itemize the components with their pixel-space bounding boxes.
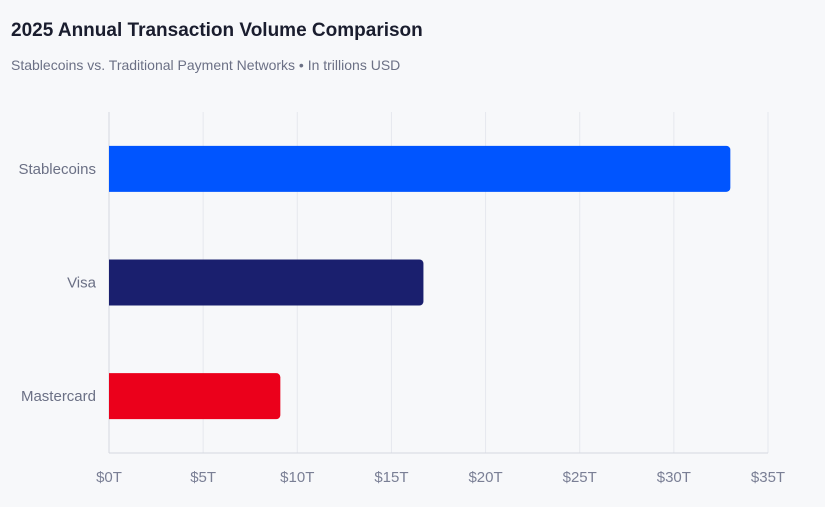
x-tick-label: $20T: [468, 469, 502, 486]
x-tick-label: $0T: [96, 469, 122, 486]
x-tick-label: $5T: [190, 469, 216, 486]
x-tick-label: $30T: [657, 469, 691, 486]
chart-title: 2025 Annual Transaction Volume Compariso…: [11, 20, 423, 41]
bar-mastercard: [109, 373, 281, 420]
bar-stablecoins: [109, 145, 731, 192]
category-label: Mastercard: [21, 388, 96, 405]
x-tick-label: $15T: [374, 469, 408, 486]
x-tick-label: $35T: [751, 469, 785, 486]
bar-visa: [109, 259, 424, 306]
category-label: Visa: [67, 275, 97, 292]
x-tick-label: $10T: [280, 469, 314, 486]
category-label: Stablecoins: [18, 161, 96, 178]
x-tick-label: $25T: [563, 469, 597, 486]
chart-subtitle: Stablecoins vs. Traditional Payment Netw…: [11, 57, 401, 73]
